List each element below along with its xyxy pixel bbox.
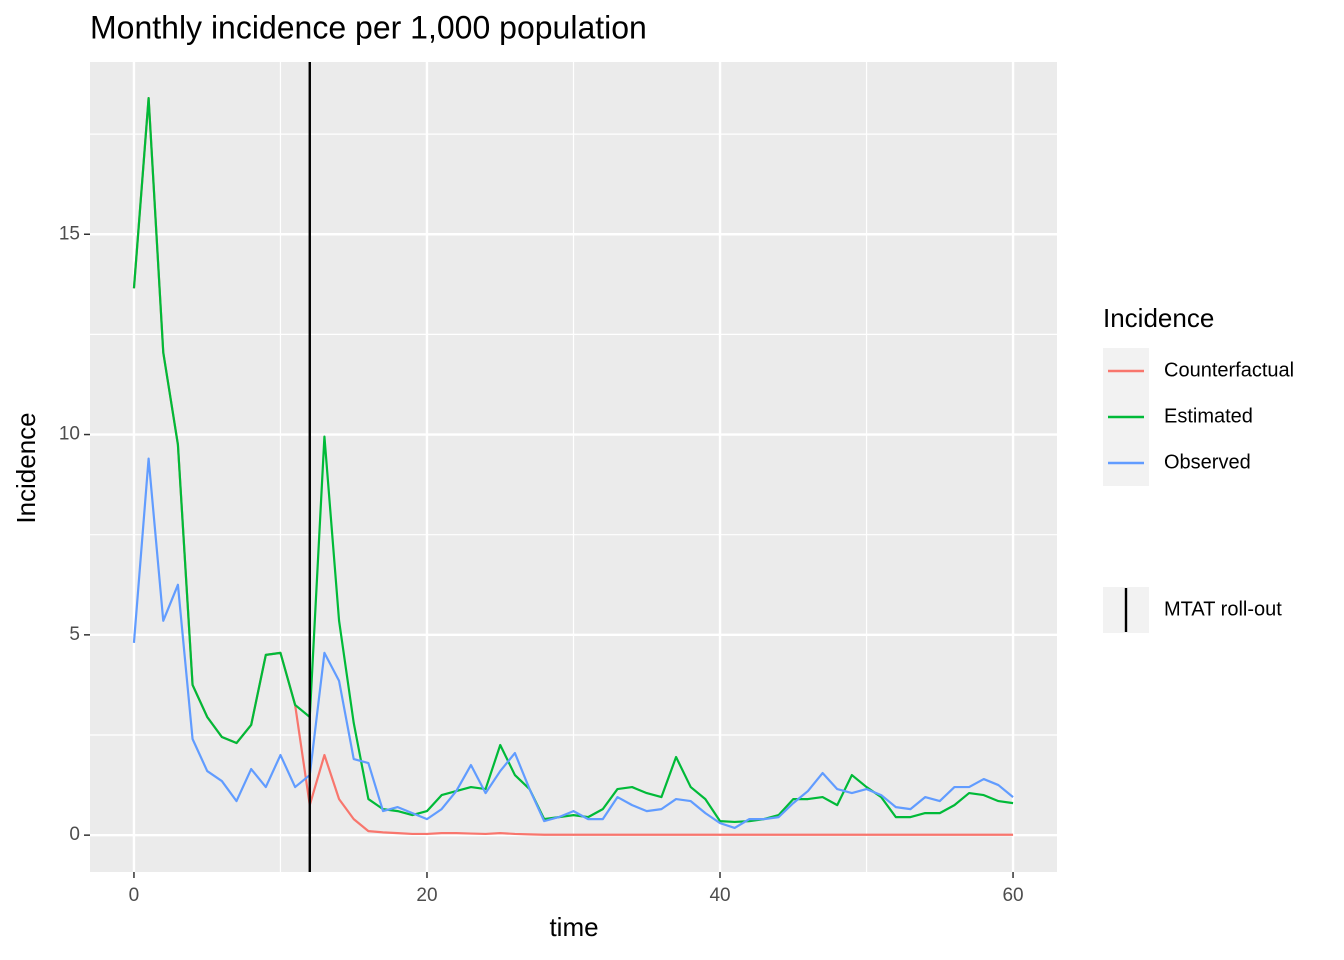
- x-tick-label: 40: [709, 885, 730, 906]
- y-axis-label: Incidence: [11, 412, 41, 523]
- y-tick-label: 0: [69, 824, 80, 845]
- chart-title: Monthly incidence per 1,000 population: [90, 9, 647, 45]
- x-axis-label: time: [549, 912, 598, 942]
- series-line: [132, 96, 1014, 824]
- x-tick-label: 60: [1002, 885, 1023, 906]
- y-tick-label: 15: [59, 223, 80, 244]
- legend-label: Estimated: [1164, 405, 1253, 427]
- series-line: [132, 457, 1014, 830]
- y-tick-label: 10: [59, 424, 80, 445]
- x-tick-label: 20: [416, 885, 437, 906]
- y-tick-label: 5: [69, 624, 80, 645]
- legend-label: Counterfactual: [1164, 359, 1294, 381]
- legend-label: Observed: [1164, 451, 1251, 473]
- x-tick-label: 0: [129, 885, 140, 906]
- legend-label: MTAT roll-out: [1164, 598, 1282, 620]
- legend-title: Incidence: [1103, 303, 1214, 333]
